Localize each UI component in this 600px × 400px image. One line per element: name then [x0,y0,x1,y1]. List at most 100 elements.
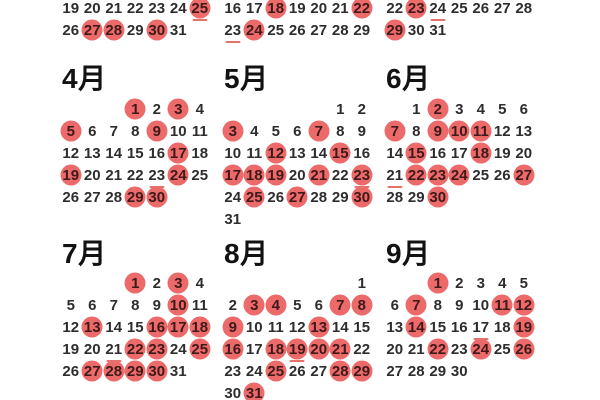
day-cell: 26 [287,360,309,382]
day-number: 24 [245,362,263,380]
day-number: 14 [105,318,123,336]
day-number: 4 [476,100,485,118]
day-cell: 30 [222,382,244,400]
day-number: 4 [195,274,204,292]
day-number: 23 [224,21,242,39]
underline-mark [106,359,122,362]
day-number: 24 [429,0,447,17]
day-cell: 24 [470,338,492,360]
day-number: 27 [83,362,101,380]
day-number: 26 [472,0,490,17]
day-cell: 30 [146,360,168,382]
highlight-circle [405,316,427,338]
day-cell: 20 [308,0,330,19]
day-cell: 28 [406,360,428,382]
day-cell: 27 [513,164,535,186]
day-cell: 25 [265,19,287,41]
day-number: 25 [267,21,285,39]
day-number: 22 [126,166,144,184]
day-cell: 23 [351,164,373,188]
day-number: 23 [148,340,166,358]
day-cell: 28 [513,0,535,19]
day-number: 25 [450,0,468,17]
highlight-circle [265,338,287,360]
highlight-circle [243,382,265,400]
day-cell: 18 [470,142,492,164]
day-number: 15 [331,144,349,162]
day-number: 22 [353,0,371,17]
highlight-circle [103,19,125,41]
day-number: 24 [450,166,468,184]
day-number: 22 [126,340,144,358]
day-cell: 24 [168,0,190,19]
day-number: 7 [412,296,421,314]
day-number: 23 [148,0,166,17]
day-cell: 22 [330,164,352,186]
day-cell: 12 [265,142,287,164]
day-cell: 16 [222,338,244,360]
underline-mark [354,185,370,188]
day-number: 3 [476,274,485,292]
day-cell: 27 [492,0,514,19]
day-number: 7 [109,296,118,314]
day-cell: 6 [384,294,406,316]
highlight-circle [470,338,492,360]
day-number: 13 [386,318,404,336]
day-grid: 19 20 21 22 23 24 25 26 27 28 29 30 31 [60,0,212,41]
day-number: 25 [191,340,209,358]
day-cell: 3 [470,272,492,294]
day-number: 9 [433,122,442,140]
highlight-circle [222,164,244,186]
day-cell: 25 [449,0,471,19]
day-cell: 18 [189,142,211,164]
underline-mark [149,185,165,188]
day-cell: 27 [308,360,330,382]
highlight-circle [265,142,287,164]
day-number: 1 [412,100,421,118]
day-number: 29 [386,21,404,39]
day-cell: 26 [60,186,82,208]
month-title: 9月 [386,238,431,269]
day-cell: 22 [125,0,147,19]
day-cell: 22 [351,338,373,360]
day-cell: 2 [427,98,449,120]
day-number: 26 [62,362,80,380]
day-number: 3 [250,296,259,314]
month-title: 5月 [224,63,269,94]
day-grid: 1 2 3 4 5 6 7 8 9 10 11 12 13 14 15 16 17 18 19 20 21 22 23 24 2… [60,272,212,382]
day-number: 20 [83,340,101,358]
day-number: 23 [429,166,447,184]
day-number: 2 [228,296,237,314]
day-number: 5 [519,274,528,292]
day-cell: 11 [470,120,492,142]
day-number: 16 [353,144,371,162]
day-number: 2 [152,274,161,292]
day-number: 25 [493,340,511,358]
day-cell: 17 [449,142,471,164]
day-cell: 28 [329,360,352,382]
day-cell: 25 [189,0,211,21]
underline-mark [473,337,489,340]
day-cell: 6 [513,98,535,120]
day-cell: 26 [513,338,535,360]
day-number: 19 [62,166,80,184]
day-cell: 15 [125,316,147,338]
day-cell: 7 [308,120,330,142]
day-number: 21 [331,0,349,17]
day-cell: 13 [287,142,309,164]
highlight-circle [146,186,168,208]
day-cell: 26 [60,360,82,382]
day-number: 4 [498,274,507,292]
day-number: 29 [126,188,144,206]
underline-mark [289,359,305,362]
day-cell: 4 [470,98,492,120]
day-cell: 3 [243,294,266,316]
highlight-circle [146,316,168,338]
highlight-circle [470,120,492,142]
day-cell: 31 [427,19,449,41]
day-number: 7 [390,122,399,140]
highlight-circle [81,360,103,382]
day-number: 28 [331,21,349,39]
highlight-circle [124,272,146,294]
day-number: 1 [336,100,345,118]
